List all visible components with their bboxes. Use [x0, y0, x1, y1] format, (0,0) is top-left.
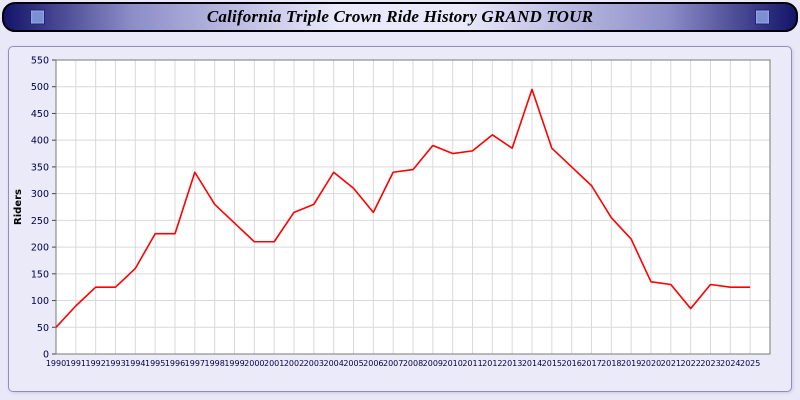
svg-text:300: 300 [31, 189, 49, 200]
svg-text:2025: 2025 [740, 359, 760, 368]
svg-text:550: 550 [31, 56, 49, 67]
svg-text:1995: 1995 [145, 359, 165, 368]
svg-text:2010: 2010 [442, 359, 462, 368]
svg-text:Riders: Riders [13, 189, 24, 225]
svg-text:1998: 1998 [204, 359, 224, 368]
svg-text:500: 500 [31, 82, 49, 93]
svg-text:2003: 2003 [304, 359, 324, 368]
svg-text:2018: 2018 [601, 359, 621, 368]
svg-text:150: 150 [31, 269, 49, 280]
svg-text:2023: 2023 [700, 359, 720, 368]
svg-text:2004: 2004 [323, 359, 343, 368]
svg-text:0: 0 [43, 350, 49, 361]
svg-text:350: 350 [31, 162, 49, 173]
svg-text:100: 100 [31, 296, 49, 307]
svg-text:2016: 2016 [561, 359, 581, 368]
svg-text:2020: 2020 [641, 359, 661, 368]
svg-text:1991: 1991 [66, 359, 86, 368]
svg-text:2014: 2014 [522, 359, 542, 368]
svg-text:400: 400 [31, 136, 49, 147]
svg-text:250: 250 [31, 216, 49, 227]
svg-text:2012: 2012 [482, 359, 502, 368]
svg-text:2021: 2021 [661, 359, 681, 368]
svg-text:1996: 1996 [165, 359, 185, 368]
svg-text:1997: 1997 [185, 359, 205, 368]
svg-text:200: 200 [31, 243, 49, 254]
header-right-ornament-icon [755, 9, 770, 25]
svg-text:1993: 1993 [105, 359, 125, 368]
header-left-ornament-icon [30, 9, 45, 25]
svg-text:2009: 2009 [423, 359, 443, 368]
svg-text:2008: 2008 [403, 359, 423, 368]
svg-text:2019: 2019 [621, 359, 641, 368]
svg-text:2005: 2005 [343, 359, 363, 368]
chart-panel: 0 50 100 150 200 250 300 350 400 450 500 550 1990 199… [8, 46, 792, 392]
svg-text:2011: 2011 [462, 359, 482, 368]
svg-text:2013: 2013 [502, 359, 522, 368]
svg-text:2001: 2001 [264, 359, 284, 368]
svg-text:2002: 2002 [284, 359, 304, 368]
svg-text:1992: 1992 [85, 359, 105, 368]
svg-text:2017: 2017 [581, 359, 601, 368]
svg-text:2007: 2007 [383, 359, 403, 368]
svg-text:2024: 2024 [720, 359, 740, 368]
header-title-bar: California Triple Crown Ride History GRA… [2, 2, 798, 32]
svg-text:2000: 2000 [244, 359, 264, 368]
svg-text:50: 50 [37, 323, 49, 334]
svg-text:1994: 1994 [125, 359, 145, 368]
svg-text:2015: 2015 [542, 359, 562, 368]
svg-text:1990: 1990 [46, 359, 66, 368]
svg-text:2006: 2006 [363, 359, 383, 368]
svg-text:450: 450 [31, 109, 49, 120]
svg-text:1999: 1999 [224, 359, 244, 368]
page-title: California Triple Crown Ride History GRA… [206, 7, 594, 26]
svg-text:2022: 2022 [680, 359, 700, 368]
